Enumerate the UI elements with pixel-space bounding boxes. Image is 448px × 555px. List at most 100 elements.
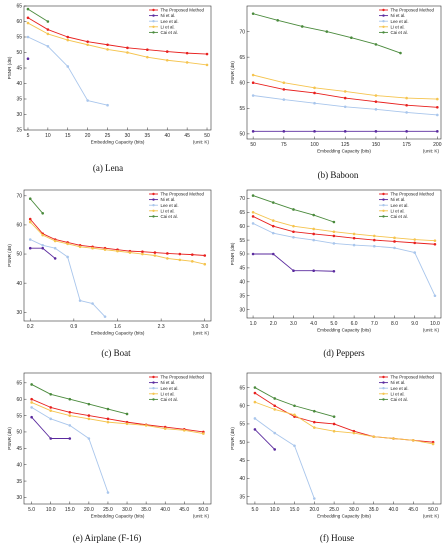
panel-caption: (d) Peppers <box>323 348 365 358</box>
y-tick-label: 55 <box>239 106 245 112</box>
y-tick-label: 60 <box>239 80 245 86</box>
series-line <box>29 221 205 265</box>
data-point <box>312 213 315 217</box>
data-point <box>436 113 439 117</box>
x-tick-label: 20 <box>85 133 91 139</box>
data-point <box>146 55 149 59</box>
data-point <box>325 30 329 33</box>
data-point <box>26 57 30 60</box>
x-tick-label: 35.0 <box>141 507 151 513</box>
series-line <box>31 416 70 439</box>
legend-label: The Proposed Method <box>391 8 435 13</box>
legend-label: The Proposed Method <box>391 375 435 380</box>
legend-marker <box>152 20 155 23</box>
series-line <box>254 401 434 445</box>
data-point <box>405 103 408 107</box>
legend-label: Li et al. <box>391 208 405 213</box>
legend-marker <box>382 381 385 384</box>
y-tick-label: 40 <box>16 462 22 468</box>
data-point <box>49 392 53 396</box>
data-point <box>68 437 72 440</box>
data-point <box>436 130 439 133</box>
x-tick-label: 200 <box>433 142 442 148</box>
x-tick-label: 9.0 <box>411 321 418 327</box>
x-tick-label: 35.0 <box>369 507 379 513</box>
x-tick-label: 50.0 <box>428 507 438 513</box>
legend-label: Lee et al. <box>391 203 409 208</box>
legend-label: Lee et al. <box>161 386 179 391</box>
chart-panel: 50 55 60 65 70 50 75 100 125 150 175 200 Embedding C… <box>230 5 442 180</box>
series-line <box>253 253 334 272</box>
y-tick-label: 30 <box>16 310 22 316</box>
unit-label: (unit: K) <box>193 514 210 519</box>
legend-marker <box>382 20 385 23</box>
data-point <box>332 422 336 426</box>
data-point <box>293 444 296 448</box>
data-point <box>185 51 189 55</box>
x-tick-label: 25.0 <box>329 507 339 513</box>
data-point <box>66 38 70 42</box>
x-tick-label: 15.0 <box>65 507 75 513</box>
data-point <box>282 81 286 85</box>
plot-frame <box>23 5 212 131</box>
data-point <box>128 251 132 254</box>
y-tick-label: 25 <box>16 128 22 134</box>
data-point <box>49 437 53 440</box>
data-point <box>125 422 129 426</box>
data-point <box>26 16 30 20</box>
data-point <box>251 215 255 218</box>
legend-marker <box>152 375 155 379</box>
legend-marker <box>152 215 155 218</box>
data-point <box>313 426 316 429</box>
series-line <box>31 398 204 433</box>
data-point <box>405 111 408 114</box>
data-point <box>146 48 149 52</box>
series-line <box>27 17 208 55</box>
data-point <box>411 439 415 442</box>
data-point <box>66 35 70 39</box>
x-tick-label: 30.0 <box>122 507 132 513</box>
legend-marker <box>382 375 385 379</box>
x-tick-label: 5 <box>27 133 30 139</box>
x-tick-label: 8.0 <box>391 321 398 327</box>
y-tick-label: 50 <box>16 50 22 56</box>
series-line <box>27 22 208 66</box>
data-point <box>293 413 296 417</box>
data-point <box>300 25 304 28</box>
x-tick-label: 1.0 <box>250 321 257 327</box>
data-point <box>352 429 356 433</box>
data-point <box>251 12 255 15</box>
data-point <box>332 429 336 433</box>
data-point <box>41 244 44 247</box>
series-line <box>252 216 435 245</box>
data-point <box>106 43 109 47</box>
data-point <box>28 238 32 241</box>
y-tick-label: 40 <box>239 476 245 482</box>
data-point <box>28 246 32 250</box>
data-point <box>126 46 129 50</box>
data-point <box>41 246 44 250</box>
data-point <box>91 302 94 305</box>
y-tick-label: 65 <box>239 385 245 391</box>
data-point <box>373 238 376 242</box>
y-axis-label: PSNR (dB) <box>230 427 235 450</box>
data-point <box>53 257 57 260</box>
y-axis-label: PSNR (dB) <box>230 61 235 84</box>
data-point <box>106 417 110 421</box>
x-tick-label: 20.0 <box>309 507 319 513</box>
legend-marker <box>152 192 155 196</box>
x-axis-label: Embedding Capacity (bits) <box>91 514 145 519</box>
data-point <box>313 409 316 413</box>
legend-marker <box>382 25 385 28</box>
data-point <box>203 262 207 266</box>
data-point <box>273 431 277 435</box>
plot-frame <box>246 372 442 505</box>
legend-label: Li et al. <box>391 24 405 29</box>
series-line <box>254 418 315 499</box>
data-point <box>413 241 417 245</box>
series-line <box>31 402 204 435</box>
data-point <box>41 211 44 215</box>
data-point <box>116 249 119 253</box>
data-point <box>253 391 257 395</box>
